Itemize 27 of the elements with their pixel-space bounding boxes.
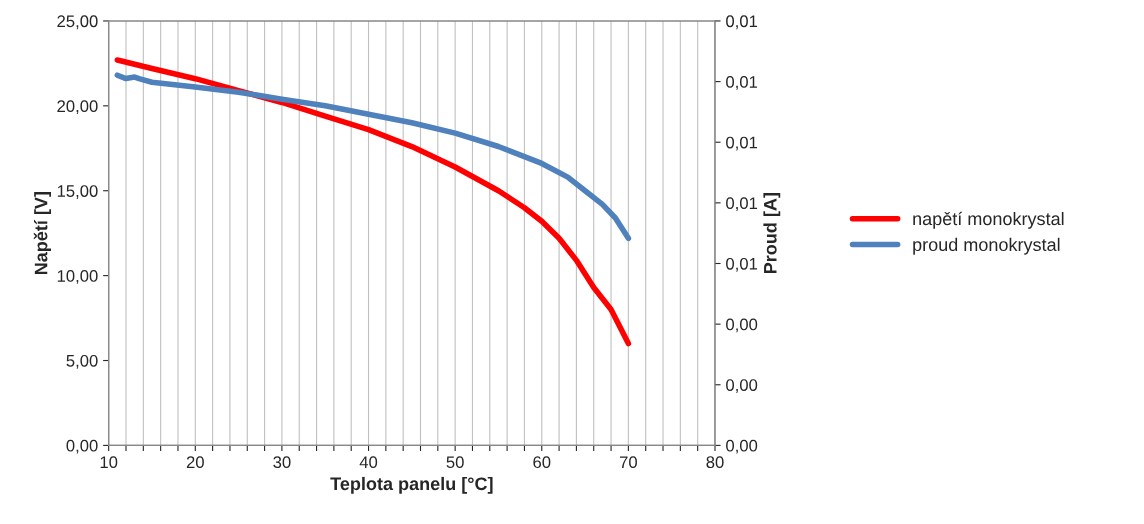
x-tick-label: 80 bbox=[706, 456, 724, 469]
x-tick-label: 50 bbox=[446, 456, 464, 469]
y2-tick-label: 0,00 bbox=[726, 439, 758, 454]
y-tick-label: 15,00 bbox=[57, 185, 98, 199]
y-tick-label: 20,00 bbox=[57, 100, 98, 115]
y2-tick-label: 0,00 bbox=[726, 379, 758, 393]
y2-axis-title: Proud [A] bbox=[763, 193, 781, 274]
y2-tick-label: 0,01 bbox=[726, 257, 758, 272]
x-tick-label: 60 bbox=[533, 456, 551, 469]
x-tick-label: 40 bbox=[359, 456, 378, 469]
y-tick-label: 10,00 bbox=[57, 270, 98, 284]
y2-tick-label: 0,01 bbox=[726, 136, 758, 151]
legend-label: proud monokrystal bbox=[913, 237, 1060, 255]
y2-tick-label: 0,01 bbox=[726, 76, 758, 90]
y-axis-title: Napětí [V] bbox=[33, 192, 51, 275]
y2-tick-label: 0,00 bbox=[726, 318, 758, 333]
legend-label: napětí monokrystal bbox=[913, 211, 1064, 229]
y-tick-label: 0,00 bbox=[66, 439, 98, 454]
x-axis-title: Teplota panelu [°C] bbox=[330, 476, 493, 494]
x-tick-label: 20 bbox=[186, 456, 204, 469]
x-tick-label: 70 bbox=[619, 456, 637, 469]
y-tick-label: 5,00 bbox=[66, 354, 98, 369]
y2-tick-label: 0,01 bbox=[726, 197, 758, 212]
y2-tick-label: 0,01 bbox=[726, 15, 758, 30]
x-tick-label: 10 bbox=[100, 456, 118, 469]
x-tick-label: 30 bbox=[273, 456, 291, 469]
y-tick-label: 25,00 bbox=[57, 15, 98, 30]
